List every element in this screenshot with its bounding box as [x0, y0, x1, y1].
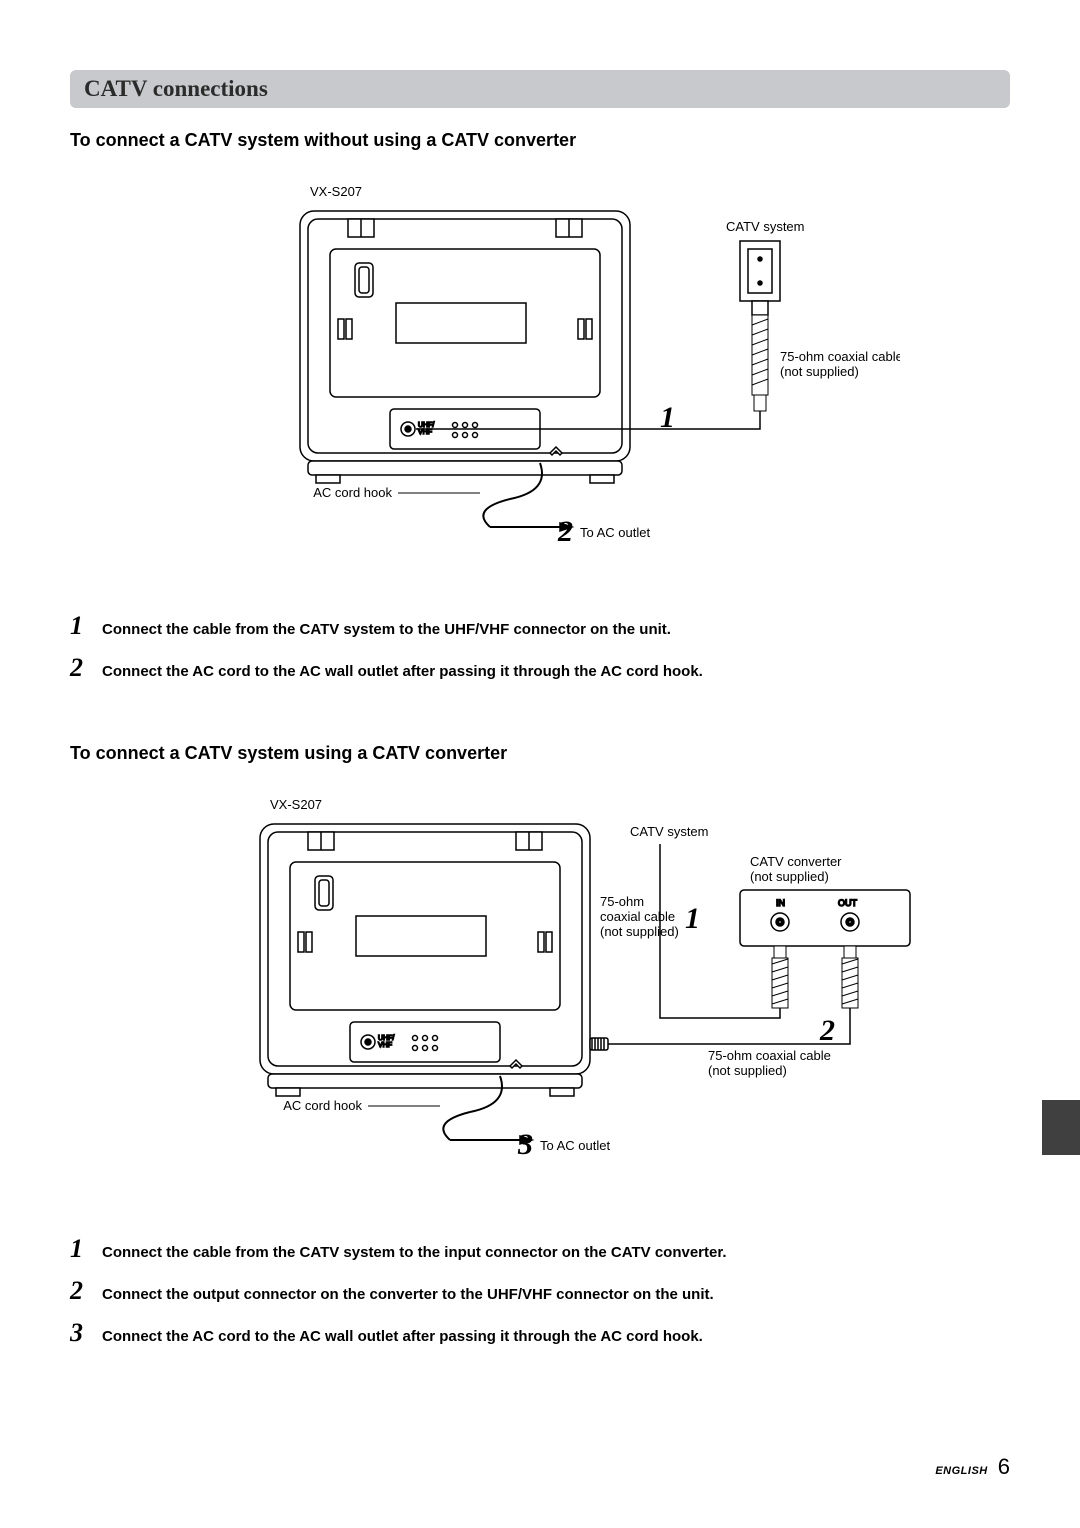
catv-wallplate-icon	[740, 241, 780, 315]
converter-label-l1: CATV converter	[750, 854, 842, 869]
svg-text:75-ohm: 75-ohm	[600, 894, 644, 909]
step-number: 2	[70, 1276, 92, 1306]
step-text: Connect the output connector on the conv…	[102, 1286, 714, 1303]
svg-text:UHF/: UHF/	[418, 422, 434, 429]
step1-marker: 1	[660, 401, 675, 434]
step-row: 2 Connect the AC cord to the AC wall out…	[70, 653, 1010, 683]
svg-text:UHF/: UHF/	[378, 1035, 394, 1042]
catv-system-label: CATV system	[726, 219, 805, 234]
page-footer: ENGLISH 6	[935, 1454, 1010, 1480]
step-row: 1 Connect the cable from the CATV system…	[70, 611, 1010, 641]
step-number: 1	[70, 611, 92, 641]
step-row: 3 Connect the AC cord to the AC wall out…	[70, 1318, 1010, 1348]
svg-text:coaxial cable: coaxial cable	[600, 909, 675, 924]
coax1-label: 75-ohm coaxial cable (not supplied)	[598, 894, 679, 944]
step-text: Connect the AC cord to the AC wall outle…	[102, 1328, 703, 1345]
step2-marker: 2	[819, 1014, 835, 1047]
ac-hook-label: AC cord hook	[313, 485, 392, 500]
step-row: 1 Connect the cable from the CATV system…	[70, 1234, 1010, 1264]
footer-language: ENGLISH	[935, 1465, 987, 1477]
subheading-without-converter: To connect a CATV system without using a…	[70, 130, 1010, 151]
diagram-without-converter: VX-S207 UHF/ VHF	[70, 181, 1010, 571]
coax-label-l2: (not supplied)	[780, 364, 859, 379]
diagram-with-converter: VX-S207 UHF/ VHF AC cord hook 3	[70, 794, 1010, 1194]
step-row: 2 Connect the output connector on the co…	[70, 1276, 1010, 1306]
catv-system-label: CATV system	[630, 824, 709, 839]
step-text: Connect the AC cord to the AC wall outle…	[102, 663, 703, 680]
svg-text:VHF: VHF	[378, 1042, 392, 1049]
ac-outlet-label: To AC outlet	[580, 525, 650, 540]
coax2-label-l1: 75-ohm coaxial cable	[708, 1048, 831, 1063]
svg-text:OUT: OUT	[838, 898, 858, 908]
steps-with-converter: 1 Connect the cable from the CATV system…	[70, 1234, 1010, 1348]
step-number: 2	[70, 653, 92, 683]
footer-page-number: 6	[998, 1454, 1010, 1480]
svg-text:IN: IN	[776, 898, 785, 908]
step-text: Connect the cable from the CATV system t…	[102, 1244, 727, 1261]
unit-illustration: UHF/ VHF	[260, 824, 608, 1144]
section-header: CATV connections	[70, 70, 1010, 108]
step-text: Connect the cable from the CATV system t…	[102, 621, 671, 638]
catv-converter-icon: IN OUT	[740, 890, 910, 946]
coax2-label-l2: (not supplied)	[708, 1063, 787, 1078]
step2-marker: 2	[557, 515, 573, 548]
step-number: 3	[70, 1318, 92, 1348]
steps-without-converter: 1 Connect the cable from the CATV system…	[70, 611, 1010, 683]
unit-illustration: UHF/ VHF	[300, 211, 630, 531]
ac-hook-label: AC cord hook	[283, 1098, 362, 1113]
step1-marker: 1	[685, 902, 700, 935]
svg-text:(not supplied): (not supplied)	[600, 924, 679, 939]
side-tab	[1042, 1100, 1080, 1155]
step-number: 1	[70, 1234, 92, 1264]
ac-outlet-label: To AC outlet	[540, 1138, 610, 1153]
section-title: CATV connections	[84, 76, 268, 101]
step3-marker: 3	[517, 1128, 533, 1161]
svg-text:VHF: VHF	[418, 429, 432, 436]
model-label: VX-S207	[310, 184, 362, 199]
converter-label-l2: (not supplied)	[750, 869, 829, 884]
coax-label-l1: 75-ohm coaxial cable	[780, 349, 900, 364]
subheading-with-converter: To connect a CATV system using a CATV co…	[70, 743, 1010, 764]
model-label: VX-S207	[270, 797, 322, 812]
